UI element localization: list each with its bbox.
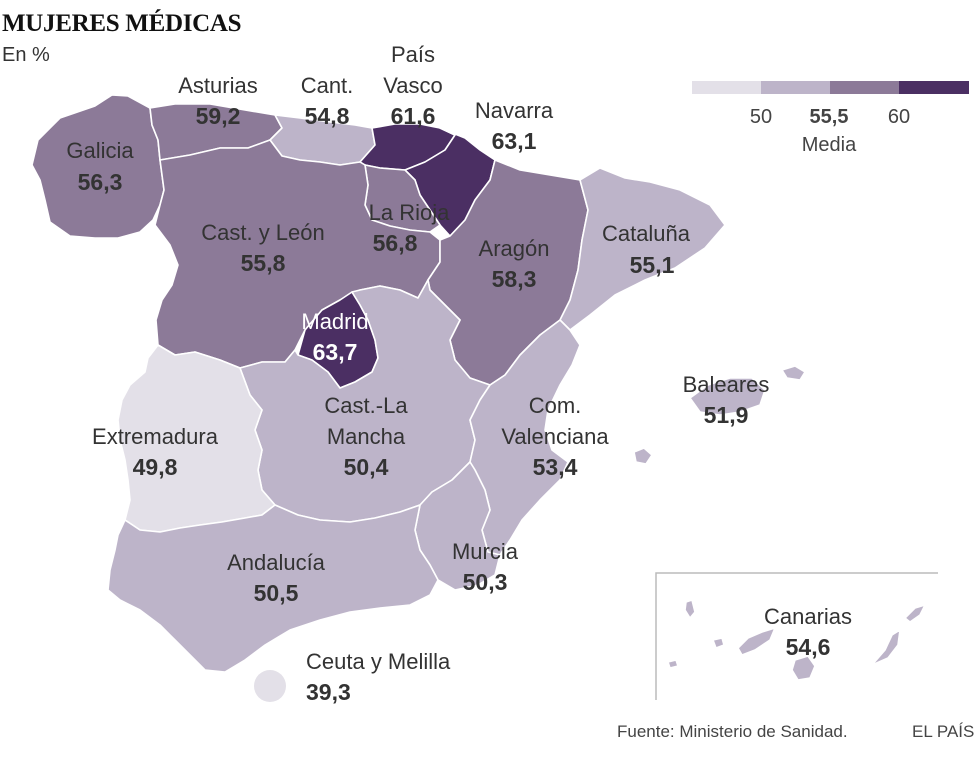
region-labels: Galicia 56,3 Asturias 59,2 Cant. 54,8 Pa… xyxy=(66,42,852,705)
label-aragon-name: Aragón xyxy=(479,236,550,261)
label-cantabria-name: Cant. xyxy=(301,73,354,98)
label-castilla-leon-value: 55,8 xyxy=(241,250,286,276)
label-navarra-value: 63,1 xyxy=(492,128,537,154)
source-note: Fuente: Ministerio de Sanidad. xyxy=(617,722,848,741)
label-ceuta-melilla-name: Ceuta y Melilla xyxy=(306,649,451,674)
map-title: MUJERES MÉDICAS xyxy=(2,10,242,37)
region-cataluna[interactable] xyxy=(559,167,726,331)
legend-swatch-2 xyxy=(761,81,830,94)
label-aragon-value: 58,3 xyxy=(492,266,537,292)
region-canarias-hierro[interactable] xyxy=(667,659,679,669)
label-com-valenciana-value: 53,4 xyxy=(533,454,578,480)
region-canarias-la-palma[interactable] xyxy=(684,599,696,619)
region-galicia[interactable] xyxy=(31,94,165,239)
label-canarias-name: Canarias xyxy=(764,604,852,629)
region-baleares-menorca[interactable] xyxy=(781,365,806,381)
legend-swatch-1 xyxy=(692,81,761,94)
label-castilla-leon-name: Cast. y León xyxy=(201,220,325,245)
label-madrid-name: Madrid xyxy=(301,309,368,334)
label-asturias-name: Asturias xyxy=(178,73,257,98)
label-andalucia-name: Andalucía xyxy=(227,550,326,575)
label-castilla-la-mancha-name-1: Cast.-La xyxy=(324,393,408,418)
label-galicia-name: Galicia xyxy=(66,138,134,163)
canarias-inset-frame xyxy=(655,572,938,700)
region-baleares[interactable] xyxy=(689,377,766,416)
legend-swatch-3 xyxy=(830,81,899,94)
legend-media-label: Media xyxy=(802,134,857,156)
legend: 50 55,5 60 Media xyxy=(692,81,969,156)
label-com-valenciana-name-1: Com. xyxy=(529,393,582,418)
legend-tick-50: 50 xyxy=(750,106,772,128)
label-com-valenciana-name-2: Valenciana xyxy=(501,424,609,449)
map-subtitle: En % xyxy=(2,44,50,66)
label-castilla-la-mancha-value: 50,4 xyxy=(344,454,389,480)
label-cataluna-name: Cataluña xyxy=(602,221,691,246)
region-canarias-gran-canaria[interactable] xyxy=(791,655,816,681)
region-canarias-gomera[interactable] xyxy=(712,637,725,649)
legend-tick-media: 55,5 xyxy=(810,106,849,128)
label-ceuta-melilla-value: 39,3 xyxy=(306,679,351,705)
region-canarias-lanzarote[interactable] xyxy=(904,604,926,623)
region-canarias-tenerife[interactable] xyxy=(737,627,776,656)
label-murcia-value: 50,3 xyxy=(463,569,508,595)
label-murcia-name: Murcia xyxy=(452,539,519,564)
label-castilla-la-mancha-name-2: Mancha xyxy=(327,424,406,449)
label-pais-vasco-name-1: País xyxy=(391,42,435,67)
label-cantabria-value: 54,8 xyxy=(305,103,350,129)
label-extremadura-name: Extremadura xyxy=(92,424,219,449)
label-pais-vasco-name-2: Vasco xyxy=(383,73,443,98)
label-galicia-value: 56,3 xyxy=(78,169,123,195)
label-navarra-name: Navarra xyxy=(475,98,554,123)
label-baleares-value: 51,9 xyxy=(704,402,749,428)
region-murcia[interactable] xyxy=(414,461,501,591)
legend-tick-60: 60 xyxy=(888,106,910,128)
label-asturias-value: 59,2 xyxy=(196,103,241,129)
label-la-rioja-value: 56,8 xyxy=(373,230,418,256)
label-la-rioja-name: La Rioja xyxy=(369,200,450,225)
label-pais-vasco-value: 61,6 xyxy=(391,103,436,129)
label-madrid-value: 63,7 xyxy=(313,339,358,365)
region-baleares-ibiza[interactable] xyxy=(633,447,653,465)
region-canarias-fuerteventura[interactable] xyxy=(871,629,901,666)
label-canarias-value: 54,6 xyxy=(786,634,831,660)
legend-swatch-4 xyxy=(899,81,969,94)
label-baleares-name: Baleares xyxy=(683,372,770,397)
label-andalucia-value: 50,5 xyxy=(254,580,299,606)
brand-credit: EL PAÍS xyxy=(912,722,975,741)
region-andalucia[interactable] xyxy=(107,504,439,673)
label-extremadura-value: 49,8 xyxy=(133,454,178,480)
label-cataluna-value: 55,1 xyxy=(630,252,675,278)
region-ceuta-melilla-marker[interactable] xyxy=(254,670,286,702)
